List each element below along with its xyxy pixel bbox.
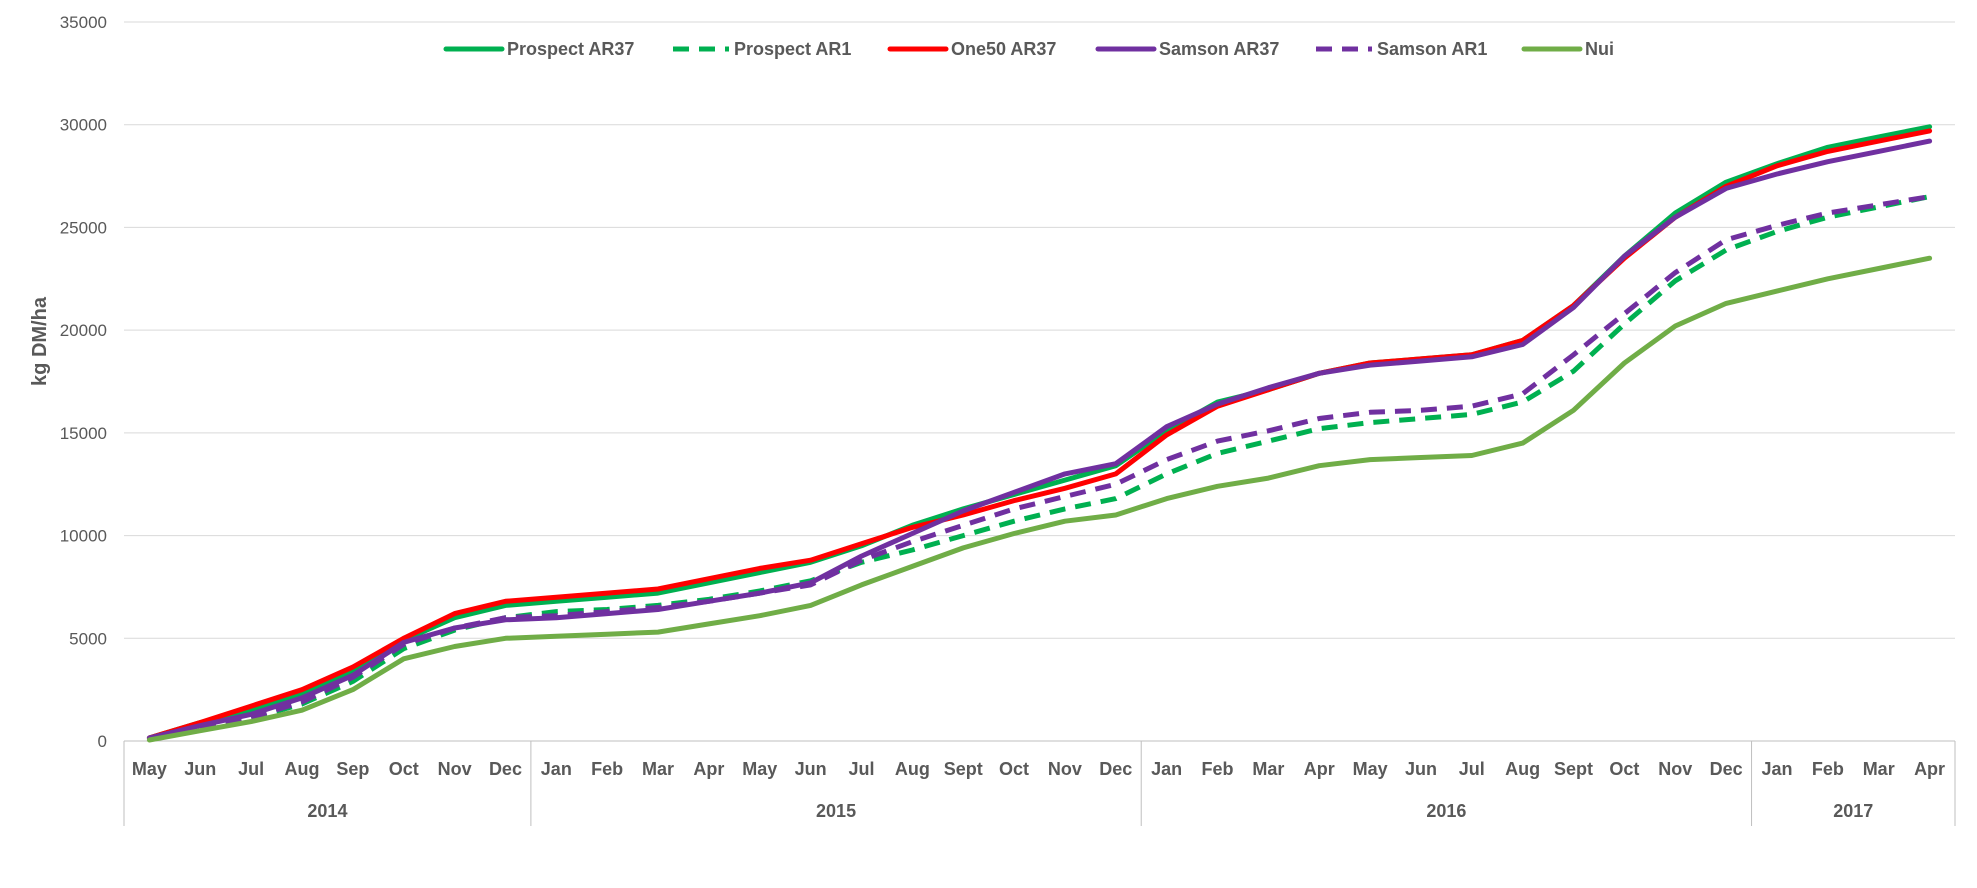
x-tick-label: Feb <box>1202 759 1234 779</box>
x-tick-label: Jan <box>1151 759 1182 779</box>
x-tick-label: Apr <box>693 759 724 779</box>
x-tick-label: Jan <box>541 759 572 779</box>
x-tick-label: May <box>132 759 167 779</box>
x-tick-label: Nov <box>1048 759 1082 779</box>
x-tick-label: Oct <box>999 759 1029 779</box>
legend-label-nui: Nui <box>1585 39 1614 59</box>
x-tick-label: Feb <box>591 759 623 779</box>
legend-label-prospect-ar1: Prospect AR1 <box>734 39 851 59</box>
y-tick-label: 0 <box>98 732 107 751</box>
year-label: 2014 <box>307 801 347 821</box>
x-tick-label: Nov <box>438 759 472 779</box>
x-tick-label: Jun <box>795 759 827 779</box>
x-tick-label: Oct <box>1609 759 1639 779</box>
legend-label-samson-ar1: Samson AR1 <box>1377 39 1487 59</box>
y-tick-label: 25000 <box>60 218 107 237</box>
x-tick-label: May <box>742 759 777 779</box>
x-tick-label: Sept <box>1554 759 1593 779</box>
x-tick-label: Nov <box>1658 759 1692 779</box>
series-line-nui <box>146 255 1933 743</box>
x-tick-label: Apr <box>1304 759 1335 779</box>
y-tick-label: 20000 <box>60 321 107 340</box>
year-label: 2017 <box>1833 801 1873 821</box>
series-lines <box>146 124 1933 743</box>
legend-label-samson-ar37: Samson AR37 <box>1159 39 1279 59</box>
x-tick-label: Feb <box>1812 759 1844 779</box>
legend-label-prospect-ar37: Prospect AR37 <box>507 39 634 59</box>
x-tick-label: Oct <box>389 759 419 779</box>
x-tick-label: Mar <box>1252 759 1284 779</box>
y-tick-label: 10000 <box>60 527 107 546</box>
legend-label-one50-ar37: One50 AR37 <box>951 39 1056 59</box>
x-tick-label: Jul <box>1459 759 1485 779</box>
x-tick-label: May <box>1353 759 1388 779</box>
x-tick-label: Sep <box>336 759 369 779</box>
x-tick-label: Aug <box>1505 759 1540 779</box>
x-tick-label: Mar <box>1863 759 1895 779</box>
x-tick-label: Jul <box>848 759 874 779</box>
x-tick-label: Jan <box>1761 759 1792 779</box>
x-tick-label: Aug <box>285 759 320 779</box>
x-tick-label: Dec <box>1710 759 1743 779</box>
x-tick-label: Aug <box>895 759 930 779</box>
y-tick-label: 5000 <box>69 629 107 648</box>
legend: Prospect AR37 Prospect AR1 One50 AR37 Samso… <box>443 39 1614 59</box>
x-tick-label: Apr <box>1914 759 1945 779</box>
x-tick-label: Mar <box>642 759 674 779</box>
y-tick-label: 35000 <box>60 13 107 32</box>
y-tick-label: 30000 <box>60 116 107 135</box>
year-label: 2015 <box>816 801 856 821</box>
x-tick-label: Jun <box>1405 759 1437 779</box>
x-tick-label: Jun <box>184 759 216 779</box>
gridlines <box>124 21 1955 639</box>
y-tick-label: 15000 <box>60 424 107 443</box>
x-tick-label: Jul <box>238 759 264 779</box>
x-tick-label: Sept <box>944 759 983 779</box>
series-line-samson-ar1 <box>148 194 1930 742</box>
y-axis-title: kg DM/ha <box>29 296 51 386</box>
series-line-prospect-ar37 <box>146 124 1933 741</box>
x-tick-label: Dec <box>1099 759 1132 779</box>
axes: 0 5000 10000 15000 20000 25000 30000 35000 May Ju… <box>60 13 1956 826</box>
x-tick-label: Dec <box>489 759 522 779</box>
year-label: 2016 <box>1426 801 1466 821</box>
